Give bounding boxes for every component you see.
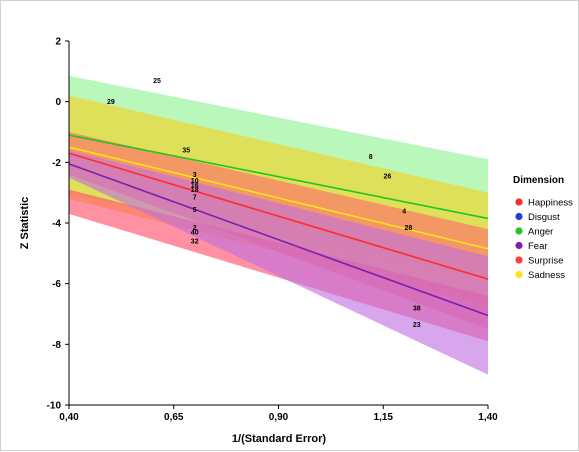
y-tick-label: -8 [52, 340, 61, 351]
legend-label-disgust: Disgust [528, 212, 560, 223]
study-point-26: 26 [384, 173, 392, 180]
line-anger [68, 134, 489, 220]
study-point-38: 38 [413, 305, 421, 312]
study-point-25: 25 [153, 78, 161, 85]
study-point-7: 7 [193, 195, 197, 202]
x-tick-label: 0,40 [59, 412, 79, 423]
band-fear [69, 150, 488, 375]
study-point-4: 4 [402, 208, 406, 215]
legend-label-surprise: Surprise [528, 256, 563, 267]
study-point-23: 23 [413, 322, 421, 329]
legend-marker-fear [515, 241, 523, 250]
line-happiness [68, 152, 489, 280]
study-point-28: 28 [404, 225, 412, 232]
y-tick-label: 2 [55, 37, 61, 48]
legend-label-sadness: Sadness [528, 270, 565, 281]
legend-marker-anger [515, 227, 523, 235]
y-tick-label: 0 [55, 97, 61, 108]
study-point-8: 8 [369, 154, 373, 161]
x-tick-label: 1,40 [478, 412, 498, 423]
x-tick-label: 0,90 [269, 412, 289, 423]
legend-title: Dimension [513, 175, 564, 186]
legend-label-anger: Anger [528, 227, 553, 238]
tick-labels: 2 0 -2 -4 -6 -8 -100,40 0,65 0,90 1,15 1,40 [47, 37, 499, 424]
study-point-2: 2 [193, 225, 197, 232]
line-fear [68, 163, 489, 317]
study-point-16: 16 [191, 183, 199, 190]
study-point-35: 35 [182, 148, 190, 155]
study-point-3: 3 [193, 172, 197, 179]
line-sadness [68, 146, 489, 250]
x-axis-title: 1/(Standard Error) [232, 433, 326, 445]
legend-items: Happiness Disgust Anger Fear Surprise Sadness [515, 198, 573, 281]
y-axis-title: Z Statistic [19, 197, 31, 250]
legend-marker-surprise [515, 256, 523, 264]
legend: Dimension Happiness Disgust Anger Fear Surpr… [513, 175, 573, 281]
y-tick-label: -4 [52, 219, 61, 230]
regression-lines [68, 134, 489, 317]
study-point-18: 18 [191, 187, 199, 194]
y-tick-label: -10 [47, 401, 62, 412]
y-tick-label: -6 [52, 279, 61, 290]
study-point-40: 40 [191, 230, 199, 237]
legend-label-happiness: Happiness [528, 198, 573, 209]
legend-label-fear: Fear [528, 241, 548, 252]
study-point-29: 29 [107, 99, 115, 106]
x-tick-label: 1,15 [374, 412, 394, 423]
confidence-bands [69, 75, 488, 375]
x-tick-label: 0,65 [164, 412, 184, 423]
legend-marker-disgust [515, 212, 523, 221]
study-point-32: 32 [191, 239, 199, 246]
y-tick-label: -2 [52, 158, 61, 169]
legend-marker-sadness [515, 270, 523, 279]
study-point-10: 10 [191, 178, 199, 185]
study-point-5: 5 [193, 207, 197, 214]
legend-marker-happiness [515, 198, 523, 206]
